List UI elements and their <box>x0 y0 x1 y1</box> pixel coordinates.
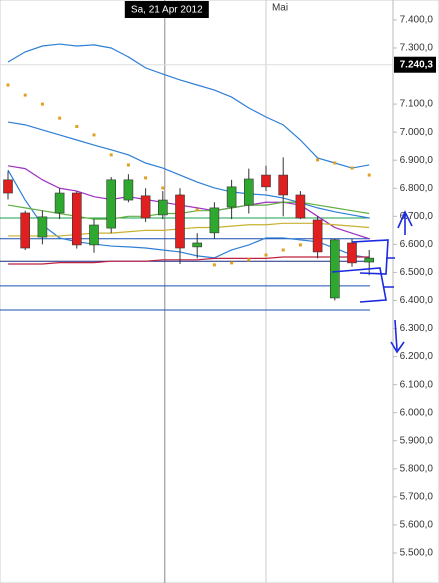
candle-body <box>123 179 134 201</box>
candle-body <box>244 178 254 206</box>
candle-body <box>3 179 13 194</box>
y-tick-label: 5.500,0 <box>400 548 434 559</box>
candle-body <box>192 242 202 248</box>
y-tick-label: 7.100,0 <box>400 99 434 110</box>
candle-body <box>72 192 82 246</box>
y-tick-label: 6.500,0 <box>400 267 434 278</box>
sar-dot <box>230 261 234 265</box>
sar-dot <box>92 133 96 137</box>
candle-body <box>106 179 116 229</box>
candle-body <box>347 242 357 264</box>
indicator-line <box>7 169 370 259</box>
candle-body <box>175 194 185 249</box>
y-tick-label: 6.600,0 <box>400 239 434 250</box>
sar-dot <box>58 116 62 120</box>
sar-dot <box>264 253 268 257</box>
candle-body <box>364 257 375 263</box>
indicator-line <box>7 165 370 240</box>
candle-body <box>295 194 306 219</box>
x-label: Sa, 21 Apr 2012 <box>131 5 203 16</box>
sar-dot <box>333 161 337 165</box>
sar-dot <box>316 158 320 162</box>
candle-body <box>158 199 168 216</box>
date-label-box <box>124 1 209 18</box>
candle-body <box>140 195 151 219</box>
candle-body <box>89 224 99 246</box>
hand-drawn-annotations <box>331 210 413 354</box>
sar-dot <box>161 186 165 190</box>
candle-body <box>261 174 271 188</box>
candle-body <box>278 174 289 196</box>
candle-body <box>226 186 237 208</box>
candle-body <box>329 239 340 299</box>
candle-body <box>54 192 65 214</box>
indicator-line <box>7 43 370 169</box>
sar-dot <box>281 248 285 252</box>
sar-dot <box>195 208 199 212</box>
y-tick-label: 7.400,0 <box>400 15 434 26</box>
sar-dot <box>212 263 216 267</box>
sar-dot <box>23 93 27 97</box>
y-tick-label: 6.000,0 <box>400 407 434 418</box>
y-tick-label: 6.300,0 <box>400 323 434 334</box>
candle-body <box>20 212 31 249</box>
y-tick-label: 6.900,0 <box>400 155 434 166</box>
sar-dot <box>144 176 148 180</box>
y-tick-label: 6.200,0 <box>400 351 434 362</box>
sar-dot <box>109 153 113 157</box>
current-value-box <box>394 56 436 73</box>
y-tick-label: 6.100,0 <box>400 379 434 390</box>
y-tick-label: 5.600,0 <box>400 520 434 531</box>
y-tick-label: 7.000,0 <box>400 127 434 138</box>
indicator-line <box>7 201 370 220</box>
y-tick-label: 6.400,0 <box>400 295 434 306</box>
sar-dot <box>40 102 44 106</box>
indicator-line <box>7 121 370 219</box>
sar-dot <box>367 173 371 177</box>
x-label: Mai <box>272 3 288 14</box>
y-tick-label: 6.800,0 <box>400 183 434 194</box>
candle-body <box>312 219 323 253</box>
sar-dot <box>6 83 10 87</box>
sar-dot <box>350 166 354 170</box>
sar-dot <box>75 125 79 129</box>
indicator-line <box>8 256 370 265</box>
current-value-label: 7.240,3 <box>400 59 434 70</box>
y-tick-label: 5.900,0 <box>400 435 434 446</box>
candle-body <box>37 216 48 238</box>
sar-dot <box>298 243 302 247</box>
y-tick-label: 7.300,0 <box>400 43 434 54</box>
y-tick-label: 6.700,0 <box>400 211 434 222</box>
y-tick-label: 5.800,0 <box>400 463 434 474</box>
sar-dot <box>247 258 251 262</box>
candle-body <box>209 207 220 234</box>
indicator-line <box>8 222 370 237</box>
y-tick-label: 5.700,0 <box>400 492 434 503</box>
sar-dot <box>126 163 130 167</box>
